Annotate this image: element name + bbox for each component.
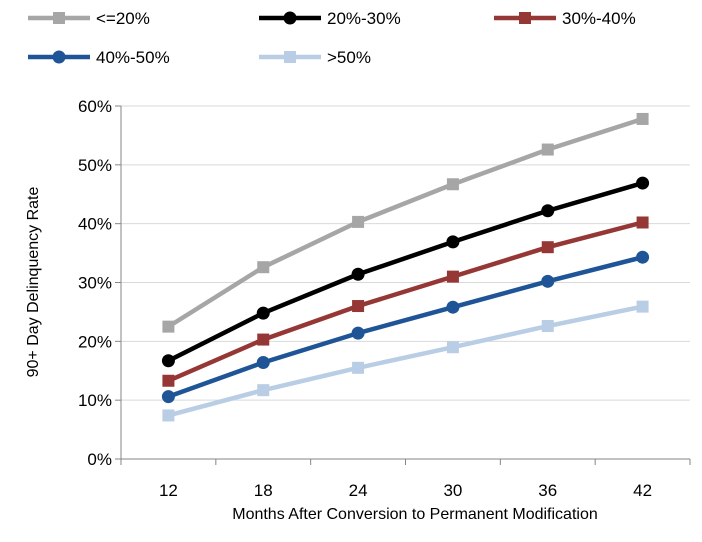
y-tick-label: 60% [78, 97, 112, 116]
data-point [351, 326, 365, 340]
data-point [636, 112, 649, 125]
series-line [167, 220, 644, 383]
legend-marker [53, 12, 65, 24]
data-point [256, 356, 270, 370]
x-tick-label: 18 [254, 481, 273, 500]
legend-label: 30%-40% [562, 9, 636, 28]
legend-marker [519, 12, 531, 24]
x-axis-label: Months After Conversion to Permanent Mod… [232, 506, 598, 523]
data-point [352, 215, 365, 228]
data-point [446, 178, 459, 191]
data-point [256, 306, 270, 320]
series-0 [162, 112, 649, 333]
data-point [162, 409, 175, 422]
data-point [541, 204, 555, 218]
series-line [167, 180, 644, 363]
series-2 [162, 216, 649, 387]
data-point [352, 300, 365, 313]
data-point [541, 143, 554, 156]
data-point [446, 235, 460, 249]
legend-item: 40%-50% [28, 48, 170, 67]
data-point [446, 300, 460, 314]
data-point [257, 333, 270, 346]
y-tick-label: 10% [78, 391, 112, 410]
y-tick-label: 30% [78, 274, 112, 293]
x-tick-label: 42 [633, 481, 652, 500]
legend-item: 20%-30% [259, 9, 401, 28]
series-line [167, 304, 644, 418]
data-point [541, 274, 555, 288]
legend-label: <=20% [96, 9, 150, 28]
data-point [351, 267, 365, 281]
x-tick-label: 12 [159, 481, 178, 500]
data-point [161, 390, 175, 404]
gridlines [121, 105, 690, 401]
legend-marker [284, 51, 296, 63]
data-point [446, 341, 459, 354]
series-3 [161, 250, 650, 404]
y-tick-label: 40% [78, 215, 112, 234]
legend-item: >50% [259, 48, 371, 67]
series-group [161, 112, 650, 422]
data-point [541, 320, 554, 333]
series-1 [161, 176, 650, 368]
data-point [161, 354, 175, 368]
legend-label: 20%-30% [327, 9, 401, 28]
legend: <=20% 20%-30% 30%-40% 40%-50% >50% [28, 9, 636, 67]
data-point [446, 270, 459, 283]
legend-item: <=20% [28, 9, 150, 28]
x-tick-label: 36 [538, 481, 557, 500]
data-point [257, 261, 270, 274]
data-point [636, 300, 649, 313]
series-4 [162, 300, 649, 422]
y-tick-label: 50% [78, 156, 112, 175]
data-point [162, 320, 175, 333]
data-point [541, 241, 554, 254]
legend-label: 40%-50% [96, 48, 170, 67]
data-point [257, 384, 270, 397]
data-point [636, 216, 649, 229]
y-tick-label: 0% [87, 450, 112, 469]
data-point [352, 361, 365, 374]
data-point [162, 374, 175, 387]
y-tick-label: 20% [78, 332, 112, 351]
legend-item: 30%-40% [494, 9, 636, 28]
data-point [636, 250, 650, 264]
axes: 0% 10% 20% 30% 40% 50% 60% 12 18 24 30 36 42 [78, 97, 691, 500]
series-line [167, 255, 644, 399]
series-line [167, 116, 644, 329]
x-tick-label: 30 [443, 481, 462, 500]
legend-marker [283, 11, 297, 25]
legend-label: >50% [327, 48, 371, 67]
y-axis-label: 90+ Day Delinquency Rate [25, 187, 42, 378]
x-tick-label: 24 [349, 481, 368, 500]
legend-marker [52, 50, 66, 64]
data-point [636, 176, 650, 190]
